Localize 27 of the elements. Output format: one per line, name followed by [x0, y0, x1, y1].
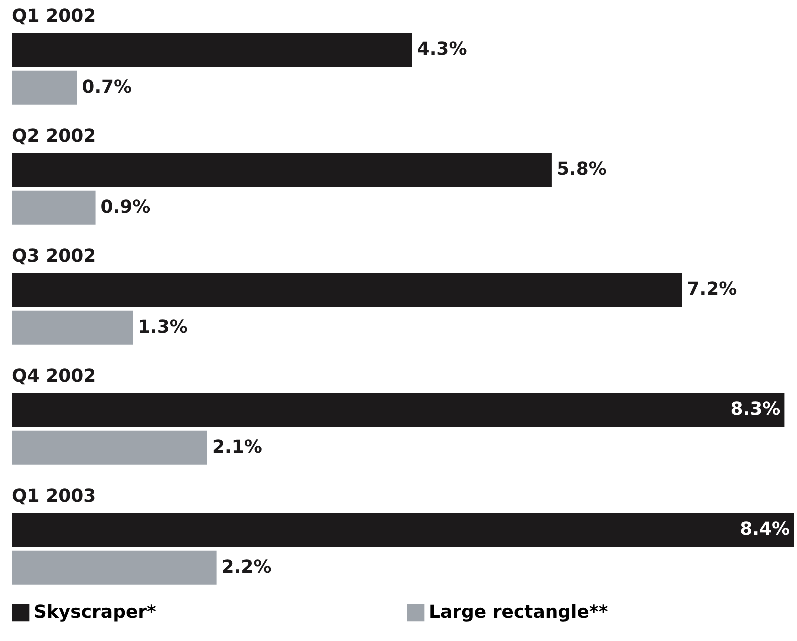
data-label: 2.1% [212, 436, 262, 458]
data-label: 0.7% [82, 76, 132, 98]
data-label: 1.3% [138, 316, 188, 338]
bar [12, 310, 134, 345]
bar [12, 273, 682, 308]
data-label: 8.4% [740, 519, 790, 540]
legend-label: Large rectangle** [429, 602, 609, 623]
data-label: 0.9% [100, 196, 151, 218]
data-label: 2.2% [222, 556, 272, 578]
legend-label: Skyscraper* [34, 602, 158, 623]
y-tick-label: Q1 2003 [12, 486, 96, 507]
y-tick-label: Q3 2002 [12, 246, 96, 267]
y-tick-label: Q4 2002 [12, 366, 96, 387]
bar [12, 550, 217, 585]
data-label: 5.8% [556, 159, 607, 180]
y-tick-label: Q1 2002 [12, 6, 96, 27]
data-label: 7.2% [687, 279, 738, 300]
bar [12, 513, 794, 548]
bar [12, 153, 552, 188]
data-label: 4.3% [417, 39, 468, 60]
data-label: 8.3% [730, 399, 781, 420]
bar [12, 430, 208, 465]
bar [12, 70, 78, 105]
bar [12, 393, 785, 428]
bar [12, 33, 412, 68]
y-tick-label: Q2 2002 [12, 126, 96, 147]
bar [12, 190, 96, 225]
